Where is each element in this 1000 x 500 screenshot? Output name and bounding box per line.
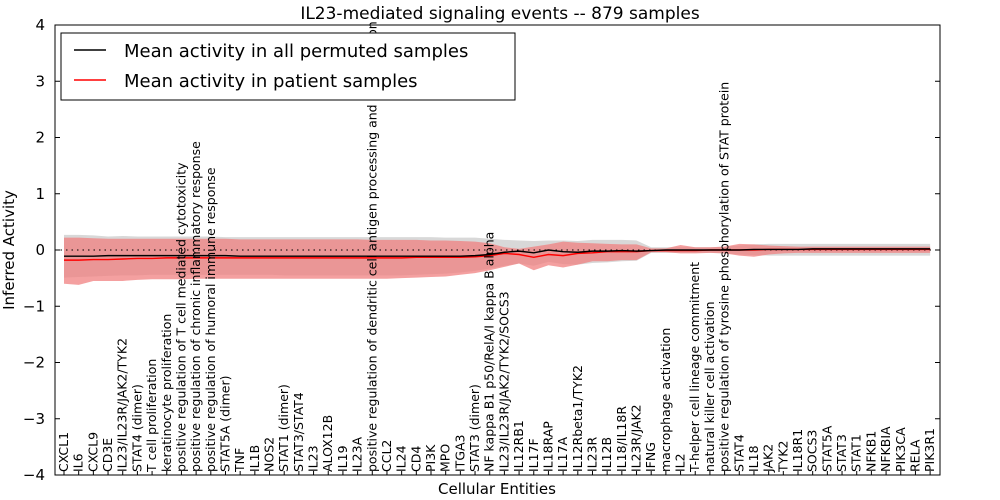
category-label: IL12RB1: [511, 420, 526, 472]
category-label: ITGA3: [452, 434, 467, 472]
category-label: STAT5A: [819, 425, 834, 472]
category-label: IL23/IL23R/JAK2/TYK2/SOCS3: [496, 291, 511, 472]
category-label: NFKB1: [863, 431, 878, 472]
category-label: STAT4 (dimer): [129, 384, 144, 472]
category-label: IL23/IL23R/JAK2/TYK2: [115, 338, 130, 472]
y-tick-label: −4: [23, 466, 45, 484]
y-tick-label: 0: [35, 241, 45, 259]
chart-title: IL23-mediated signaling events -- 879 sa…: [300, 4, 700, 24]
y-tick-label: 2: [35, 129, 45, 147]
category-label: IL6: [71, 453, 86, 472]
category-labels: CXCL1 IL6 CXCL9 CD3E IL23/IL23R/JAK2/TYK2 STA…: [56, 21, 937, 475]
category-label: IFNG: [643, 442, 658, 472]
category-label: STAT3 (dimer): [467, 384, 482, 472]
legend-label-permuted: Mean activity in all permuted samples: [124, 41, 468, 62]
category-label: STAT3: [834, 434, 849, 472]
category-label: T-helper cell lineage commitment: [687, 262, 702, 473]
category-label: CXCL1: [56, 432, 71, 472]
category-label: positive regulation of T cell mediated c…: [173, 162, 188, 472]
permuted-mean-line: [64, 248, 931, 257]
category-label: IL18/IL18R: [614, 406, 629, 472]
category-label: IL24: [394, 445, 409, 472]
category-label: MPO: [438, 444, 453, 472]
category-label: PIK3R1: [922, 428, 937, 472]
category-label: NOS2: [262, 437, 277, 472]
category-label: natural killer cell activation: [702, 301, 717, 472]
category-label: macrophage activation: [658, 328, 673, 472]
category-label: IL17A: [555, 436, 570, 472]
category-label: IL23R: [584, 436, 599, 472]
category-label: positive regulation of chronic inflammat…: [188, 141, 203, 472]
y-tick-label: 1: [35, 185, 45, 203]
category-label: keratinocyte proliferation: [159, 314, 174, 472]
category-label: T cell proliferation: [144, 359, 159, 473]
y-tick-label: −2: [23, 354, 45, 372]
category-label: NFKBIA: [878, 426, 893, 472]
y-tick-label: −3: [23, 410, 45, 428]
category-label: CCL2: [379, 440, 394, 472]
category-label: IL12Rbeta1/TYK2: [570, 365, 585, 472]
category-label: PIK3CA: [893, 427, 908, 472]
category-label: PI3K: [423, 444, 438, 472]
category-label: JAK2: [761, 444, 776, 473]
category-label: IL23: [306, 445, 321, 472]
category-label: RELA: [907, 439, 922, 472]
category-label: positive regulation of tyrosine phosphor…: [717, 82, 732, 472]
y-tick-label: 4: [35, 16, 45, 34]
category-label: STAT1 (dimer): [276, 384, 291, 472]
legend: Mean activity in all permuted samples Me…: [60, 32, 516, 101]
category-label: IL23A: [350, 436, 365, 472]
category-label: IL23R/JAK2: [629, 404, 644, 472]
y-tick-label: −1: [23, 297, 45, 315]
category-label: IL2: [673, 453, 688, 472]
category-label: IL18R1: [790, 429, 805, 472]
category-label: TNF: [232, 448, 247, 473]
category-label: STAT4: [731, 434, 746, 472]
category-label: STAT1: [849, 434, 864, 472]
legend-label-patient: Mean activity in patient samples: [124, 71, 418, 92]
y-axis-label: Inferred Activity: [0, 190, 18, 310]
category-label: IL19: [335, 445, 350, 472]
y-tick-label: 3: [35, 72, 45, 90]
category-label: SOCS3: [805, 430, 820, 472]
x-axis-label: Cellular Entities: [438, 480, 556, 498]
category-label: positive regulation of humoral immune re…: [203, 167, 218, 472]
category-label: CD4: [408, 446, 423, 472]
category-label: ALOX12B: [320, 415, 335, 472]
y-axis-ticks: −4 −3 −2 −1 0 1 2 3 4: [23, 16, 940, 484]
category-label: TYK2: [775, 441, 790, 473]
legend-box: [60, 32, 516, 101]
category-label: IL1B: [247, 445, 262, 472]
category-label: positive regulation of dendritic cell an…: [364, 21, 379, 472]
category-label: STAT3/STAT4: [291, 392, 306, 472]
category-label: IL17F: [526, 438, 541, 472]
category-label: NF kappa B1 p50/RelA/I kappa B alpha: [482, 232, 497, 472]
category-label: IL18: [746, 445, 761, 472]
series-lines: [55, 248, 940, 261]
category-label: IL18RAP: [540, 421, 555, 472]
category-label: CD3E: [100, 438, 115, 472]
category-label: CXCL9: [85, 432, 100, 472]
category-label: IL12B: [599, 437, 614, 472]
category-label: STAT5A (dimer): [217, 376, 232, 472]
